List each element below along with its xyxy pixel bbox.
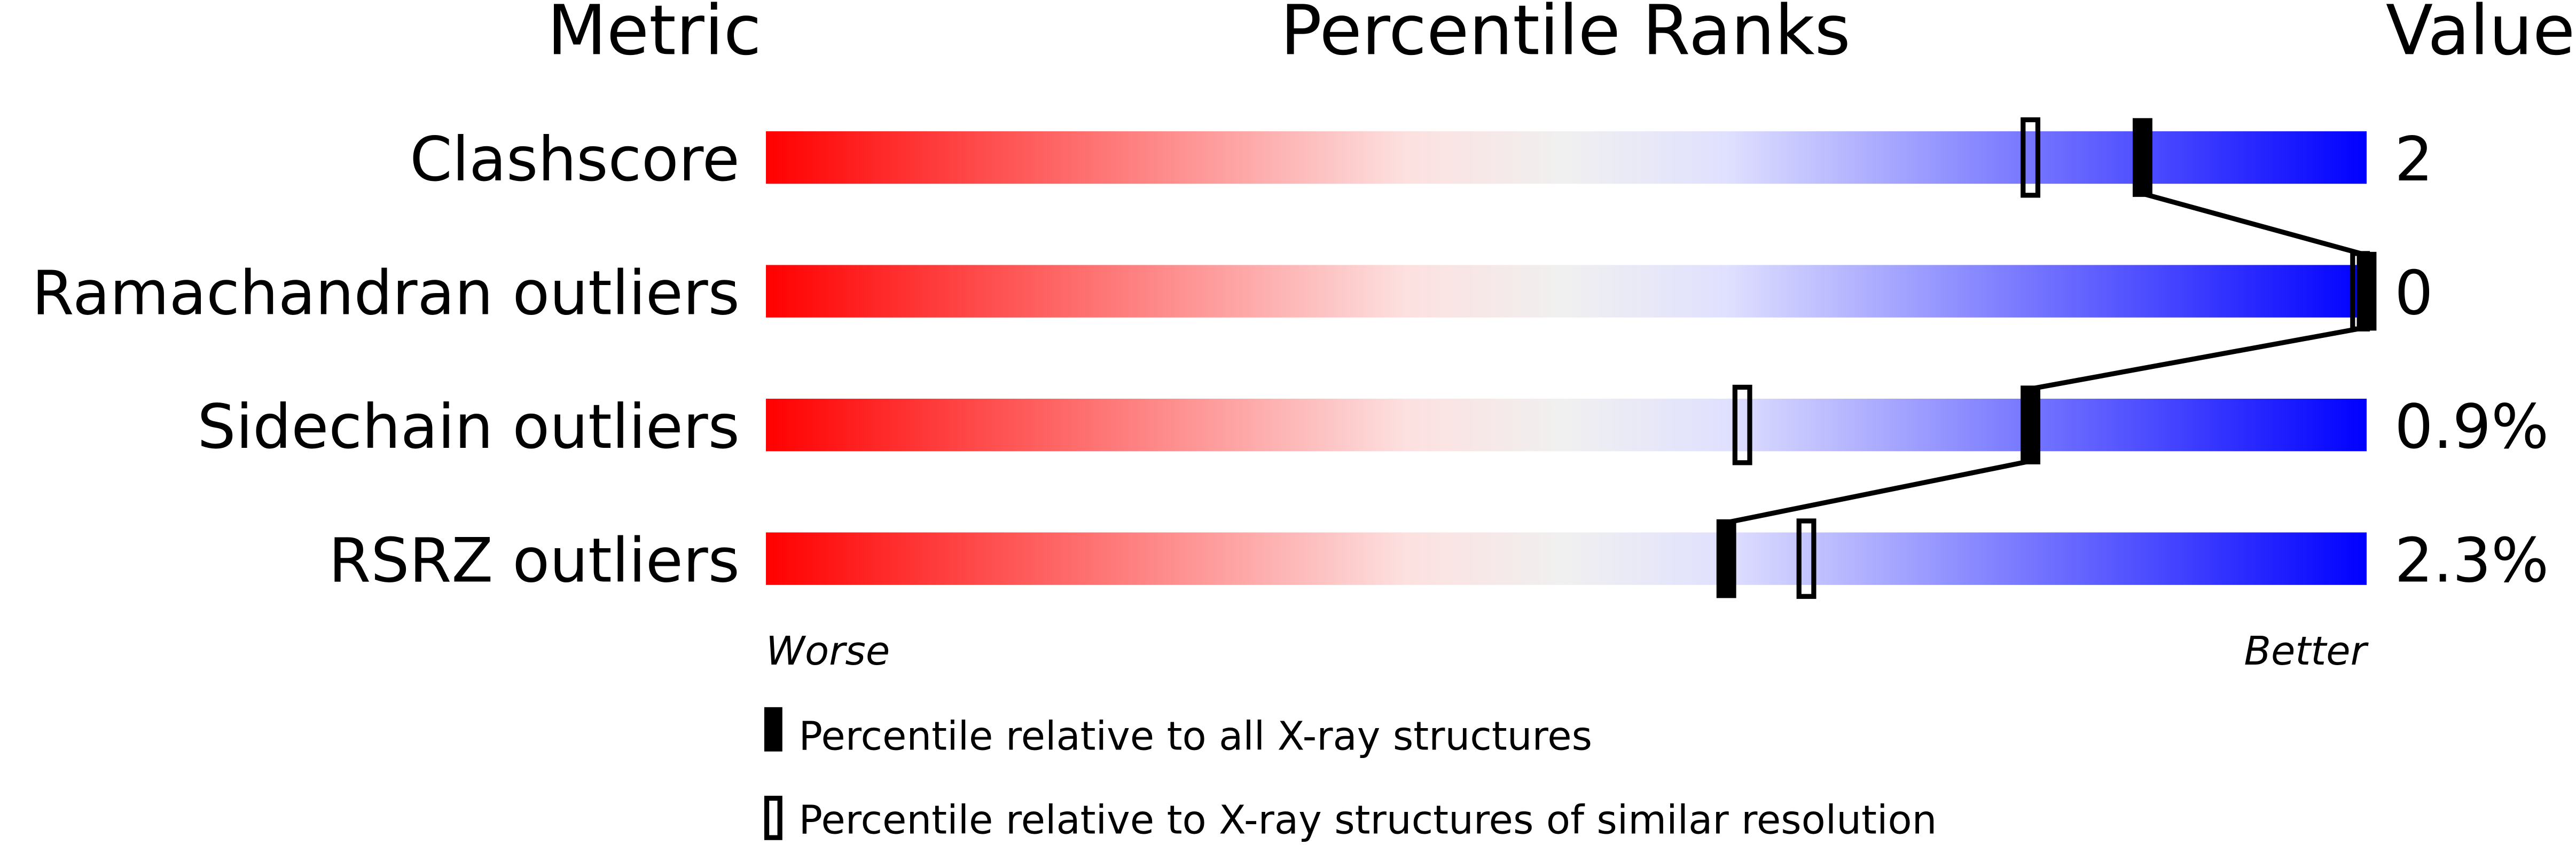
marker-all-structures	[2132, 118, 2152, 197]
legend-filled-label: Percentile relative to all X-ray structu…	[799, 714, 1593, 760]
rows: Clashscore 2 Ramachandran outliers 0 Sidecha…	[32, 124, 2549, 596]
header-percentile-ranks: Percentile Ranks	[1280, 0, 1851, 70]
metric-value: 0.9%	[2394, 391, 2549, 462]
metric-label: Ramachandran outliers	[32, 258, 740, 329]
percentile-bar	[766, 398, 2367, 452]
percentile-bar	[766, 532, 2367, 585]
percentile-bar	[766, 265, 2367, 318]
connector-segment	[1726, 459, 2031, 525]
connector-segment	[2142, 191, 2368, 258]
worse-label: Worse	[766, 629, 890, 674]
metric-value: 2.3%	[2394, 525, 2549, 596]
connector-segment	[2030, 325, 2367, 392]
marker-similar-resolution	[1796, 518, 1816, 599]
percentile-bar	[766, 131, 2367, 184]
marker-all-structures	[2356, 251, 2377, 331]
marker-similar-resolution	[1732, 384, 1752, 465]
marker-similar-resolution	[2021, 117, 2041, 198]
metric-value: 2	[2394, 124, 2433, 195]
legend-open-marker	[764, 795, 782, 840]
better-label: Better	[2244, 629, 2369, 674]
header-metric: Metric	[547, 0, 761, 70]
metric-label: RSRZ outliers	[328, 525, 740, 596]
metric-value: 0	[2394, 258, 2433, 329]
metric-label: Clashscore	[410, 124, 740, 195]
header-value: Value	[2386, 0, 2575, 70]
legend-filled-marker	[764, 707, 782, 752]
markers	[1716, 117, 2377, 599]
marker-all-structures	[2021, 385, 2041, 464]
legend-open-label: Percentile relative to X-ray structures …	[799, 797, 1937, 843]
marker-all-structures	[1716, 519, 1736, 598]
connector-line	[1726, 191, 2368, 525]
metric-label: Sidechain outliers	[197, 391, 739, 462]
